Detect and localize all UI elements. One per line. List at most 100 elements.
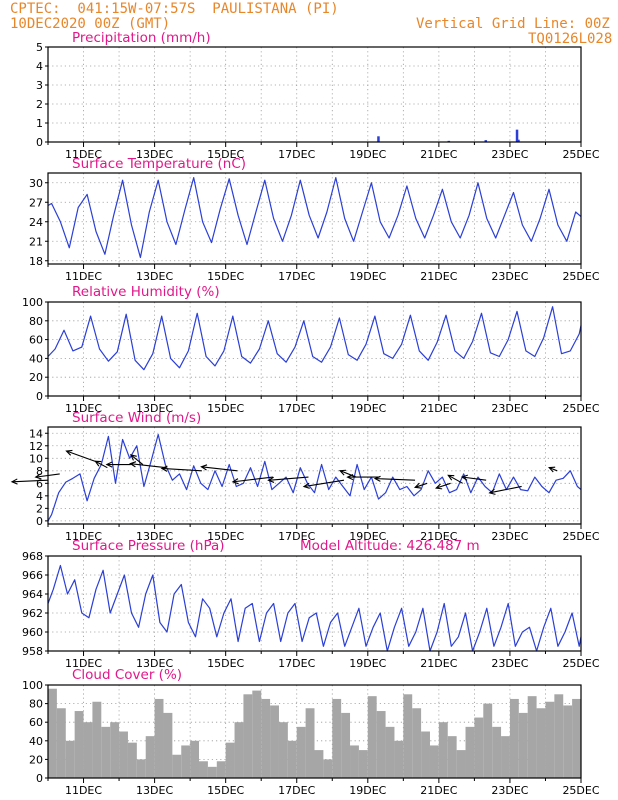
x-tick-label: 21DEC xyxy=(420,148,457,161)
vertical-grid-note: Vertical Grid Line: 00Z xyxy=(416,16,610,32)
wind-arrow-shaft xyxy=(436,482,451,489)
y-tick-label: 27 xyxy=(29,196,43,209)
station-header-line1: CPTEC: 041:15W-07:57S PAULISTANA (PI) xyxy=(10,1,339,17)
x-tick-label: 19DEC xyxy=(349,402,386,415)
cloud-bar xyxy=(216,761,226,778)
y-tick-label: 964 xyxy=(22,588,43,601)
x-tick-label: 23DEC xyxy=(491,270,528,283)
y-tick-label: 2 xyxy=(36,98,43,111)
cloud-bar xyxy=(545,701,555,778)
x-tick-label: 15DEC xyxy=(207,270,244,283)
y-tick-label: 958 xyxy=(22,645,43,658)
plot-frame xyxy=(47,46,582,143)
y-tick-label: 24 xyxy=(29,216,43,229)
x-tick-label: 17DEC xyxy=(278,270,315,283)
wind-arrow-head xyxy=(129,454,137,461)
wind-arrow-shaft xyxy=(201,466,238,472)
cloud-bar xyxy=(305,708,315,778)
panel-title: Precipitation (mm/h) xyxy=(72,30,211,46)
y-tick-label: 5 xyxy=(36,41,43,54)
y-tick-label: 12 xyxy=(29,440,43,453)
wind-arrow-head xyxy=(338,469,347,476)
x-tick-label: 19DEC xyxy=(349,270,386,283)
wind-arrow-head xyxy=(373,475,381,482)
wind-arrow-shaft xyxy=(11,479,49,483)
y-tick-label: 21 xyxy=(29,235,43,248)
cloud-bar xyxy=(527,696,537,778)
wind-arrow-head xyxy=(460,474,468,481)
x-tick-label: 15DEC xyxy=(207,784,244,797)
cloud-bar xyxy=(501,736,510,778)
wind-arrow-shaft xyxy=(339,470,357,478)
wind-arrow-shaft xyxy=(268,476,309,481)
cloud-bar xyxy=(341,712,351,778)
cloud-bar xyxy=(367,696,377,778)
wind-arrow-shaft xyxy=(448,474,463,484)
plot-frame xyxy=(47,684,582,779)
wind-arrow-shaft xyxy=(462,476,487,481)
x-tick-label: 21DEC xyxy=(420,402,457,415)
wind-arrow-head xyxy=(105,461,113,468)
cloud-bar xyxy=(287,740,297,778)
x-tick-label: 11DEC xyxy=(65,657,102,670)
cloud-bar xyxy=(181,745,191,778)
x-tick-label: 23DEC xyxy=(491,530,528,543)
x-tick-label: 17DEC xyxy=(278,657,315,670)
series-line xyxy=(47,564,582,652)
wind-arrow-head xyxy=(231,478,239,485)
wind-arrow-head xyxy=(488,488,496,495)
cloud-bar xyxy=(101,726,111,778)
cloud-bar xyxy=(48,688,57,778)
chart-panel-6: 0 20 40 60 80 100 11DEC 13DEC 15DEC 17DEC 19DEC 21D… xyxy=(22,667,600,797)
wind-arrow-head xyxy=(65,449,73,456)
cloud-bar xyxy=(278,722,288,778)
wind-arrow-shaft xyxy=(130,454,144,465)
x-tick-label: 13DEC xyxy=(136,530,173,543)
cloud-bar xyxy=(172,754,182,778)
y-tick-label: 962 xyxy=(22,607,43,620)
x-tick-label: 21DEC xyxy=(420,270,457,283)
cloud-bar xyxy=(83,722,93,778)
cloud-bar xyxy=(376,711,386,778)
x-tick-label: 17DEC xyxy=(278,530,315,543)
cloud-bar xyxy=(163,712,173,778)
cloud-bar xyxy=(518,712,528,778)
y-tick-label: 3 xyxy=(36,79,43,92)
plot-frame xyxy=(47,555,582,652)
wind-arrow-head xyxy=(94,460,102,467)
cloud-bar xyxy=(296,726,306,778)
precip-bar xyxy=(377,136,380,142)
cloud-bar xyxy=(554,694,564,778)
x-tick-label: 25DEC xyxy=(562,657,599,670)
cloud-bar xyxy=(332,698,342,778)
chart-panel-5: 958 960 962 964 966 968 11DEC 13DEC 15DEC 17DEC 19… xyxy=(22,538,600,670)
x-tick-label: 15DEC xyxy=(207,657,244,670)
cloud-bar xyxy=(456,750,466,778)
x-tick-label: 19DEC xyxy=(349,148,386,161)
cloud-bar xyxy=(261,698,271,778)
y-tick-label: 1 xyxy=(36,117,43,130)
y-tick-label: 4 xyxy=(36,490,43,503)
y-tick-label: 40 xyxy=(29,352,43,365)
x-tick-label: 25DEC xyxy=(562,530,599,543)
chart-panel-1: 0 1 2 3 4 5 11DEC 13DEC 15DEC 17DEC 19DEC 21DEC 23DE… xyxy=(36,30,600,161)
y-tick-label: 6 xyxy=(36,477,43,490)
wind-arrow-shaft xyxy=(489,485,522,494)
y-tick-label: 20 xyxy=(29,371,43,384)
chart-panel-2: 18 21 24 27 30 11DEC 13DEC 15DEC 17DEC 19DEC 21DEC… xyxy=(29,156,600,283)
wind-arrow-shaft xyxy=(130,463,167,469)
cloud-bar xyxy=(136,759,146,778)
wind-arrow-head xyxy=(129,461,137,468)
cloud-bar xyxy=(145,736,155,778)
y-tick-label: 80 xyxy=(29,315,43,328)
series-line xyxy=(47,306,582,371)
precip-bar xyxy=(484,140,488,142)
y-tick-label: 8 xyxy=(36,465,43,478)
cloud-bar xyxy=(314,750,324,778)
chart-panel-3: 0 20 40 60 80 100 11DEC 13DEC 15DEC 17DEC 19DEC 21D… xyxy=(22,284,600,415)
cloud-bar xyxy=(119,731,128,778)
cloud-bar xyxy=(572,698,581,778)
plot-frame xyxy=(47,426,582,525)
x-tick-label: 11DEC xyxy=(65,402,102,415)
